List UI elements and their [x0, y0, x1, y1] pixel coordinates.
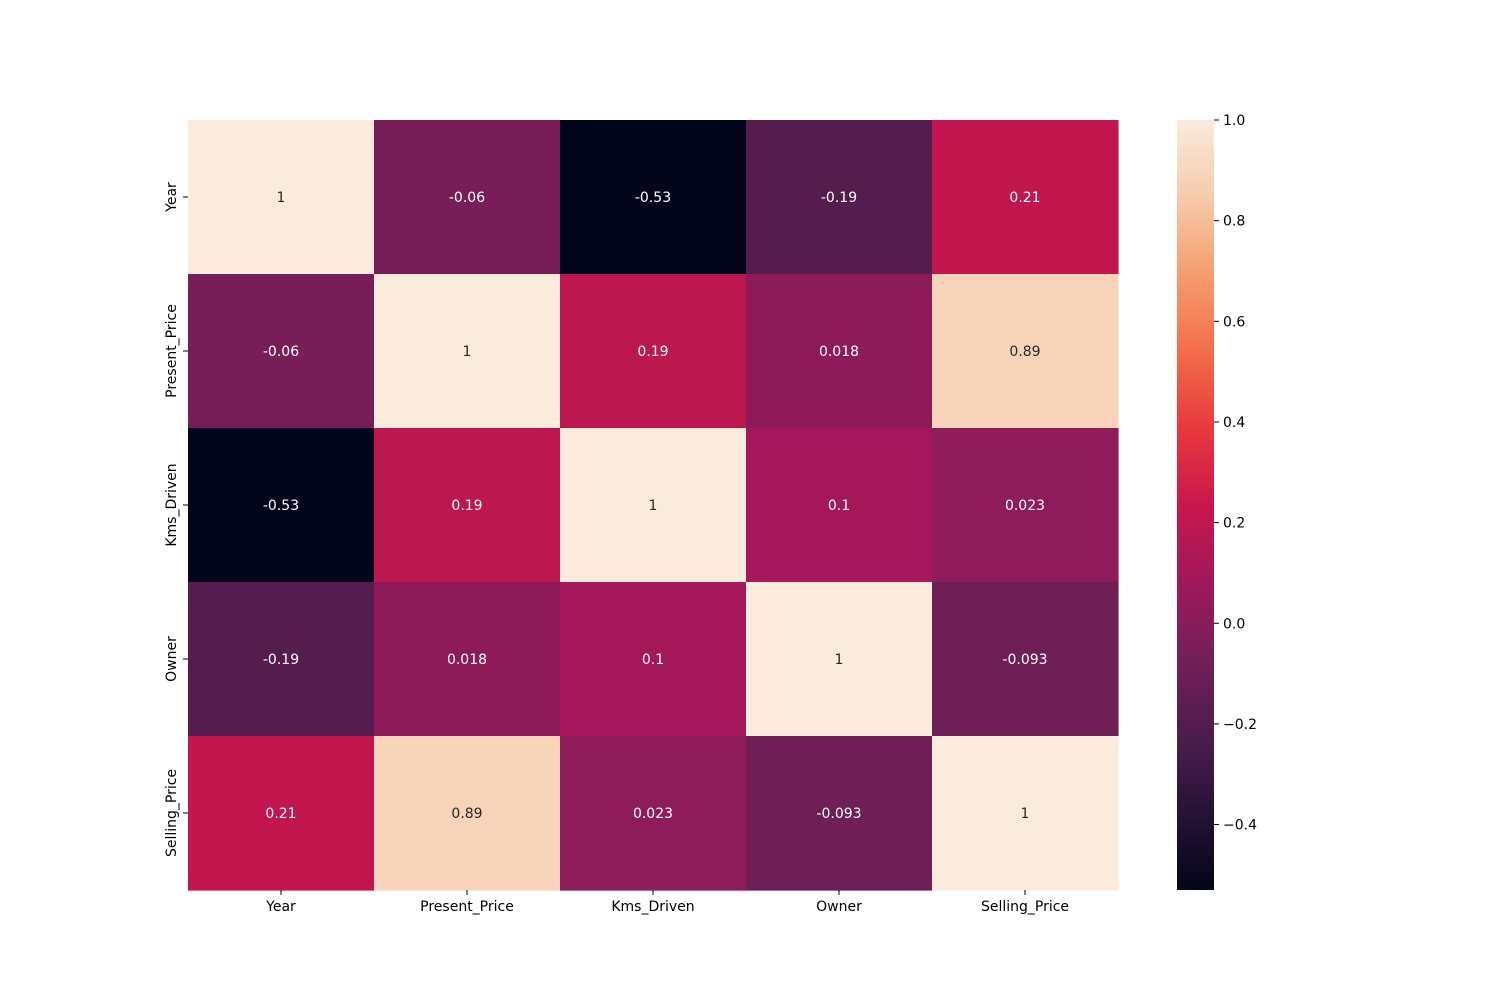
x-tick-label: Owner — [816, 899, 862, 915]
cell-annotation: 0.19 — [637, 344, 668, 360]
heatmap-cell — [374, 274, 561, 429]
cell-annotation: 1 — [649, 498, 658, 514]
cell-annotation: -0.19 — [821, 190, 857, 206]
heatmap-cell — [374, 582, 561, 737]
cell-annotation: -0.06 — [263, 344, 299, 360]
heatmap-cell — [560, 274, 747, 429]
y-tick-label: Kms_Driven — [164, 463, 180, 546]
heatmap-cell — [560, 428, 747, 583]
colorbar-tick-label: 1.0 — [1223, 113, 1245, 129]
colorbar-tick-label: 0.4 — [1223, 415, 1245, 431]
heatmap-cell — [746, 582, 933, 737]
heatmap-cell — [746, 428, 933, 583]
heatmap-cell — [746, 274, 933, 429]
heatmap-cell — [374, 736, 561, 891]
heatmap-cell — [188, 736, 375, 891]
cell-annotation: 0.1 — [642, 652, 664, 668]
y-axis-ticks: Year Present_Price Kms_Driven Owner Selling_… — [164, 182, 188, 857]
y-tick-label: Owner — [164, 636, 180, 682]
heatmap-cell — [932, 736, 1119, 891]
cell-annotation: -0.53 — [635, 190, 671, 206]
colorbar-tick-label: −0.4 — [1223, 818, 1257, 834]
cell-annotation: 1 — [835, 652, 844, 668]
colorbar: 1.0 0.8 0.6 0.4 0.2 0.0 −0.2 −0.4 — [1177, 113, 1257, 890]
cell-annotation: 0.21 — [265, 806, 296, 822]
colorbar-tick-label: 0.8 — [1223, 214, 1245, 230]
heatmap-cell — [374, 120, 561, 275]
cell-annotation: -0.093 — [816, 806, 861, 822]
heatmap-cell — [932, 120, 1119, 275]
x-axis-ticks: Year Present_Price Kms_Driven Owner Selling_… — [265, 890, 1069, 915]
cell-annotation: -0.53 — [263, 498, 299, 514]
colorbar-tick-label: 0.0 — [1223, 616, 1245, 632]
cell-annotation: 1 — [463, 344, 472, 360]
heatmap-cell — [188, 120, 375, 275]
y-tick-label: Present_Price — [164, 304, 180, 398]
y-tick-label: Year — [164, 182, 180, 213]
cell-annotation: 0.89 — [451, 806, 482, 822]
x-tick-label: Year — [265, 899, 296, 915]
heatmap-cell — [560, 736, 747, 891]
heatmap-cell — [746, 736, 933, 891]
cell-annotation: 0.023 — [633, 806, 673, 822]
cell-annotation: 0.018 — [819, 344, 859, 360]
heatmap-cell — [374, 428, 561, 583]
cell-annotation: 0.1 — [828, 498, 850, 514]
cell-annotation: -0.19 — [263, 652, 299, 668]
cell-annotation: 0.023 — [1005, 498, 1045, 514]
colorbar-tick-label: −0.2 — [1223, 717, 1257, 733]
heatmap-cell — [932, 428, 1119, 583]
heatmap-cell — [188, 274, 375, 429]
heatmap-cell — [188, 428, 375, 583]
cell-annotation: 1 — [277, 190, 286, 206]
colorbar-tick-label: 0.6 — [1223, 314, 1245, 330]
cell-annotation: -0.093 — [1002, 652, 1047, 668]
x-tick-label: Kms_Driven — [611, 899, 694, 915]
cell-annotation: 0.19 — [451, 498, 482, 514]
x-tick-label: Selling_Price — [981, 899, 1069, 915]
heatmap-cell — [932, 274, 1119, 429]
y-tick-label: Selling_Price — [164, 769, 180, 857]
cell-annotation: 0.21 — [1009, 190, 1040, 206]
cell-annotation: 1 — [1021, 806, 1030, 822]
heatmap-cells — [188, 120, 1119, 891]
heatmap-cell — [188, 582, 375, 737]
cell-annotation: 0.018 — [447, 652, 487, 668]
colorbar-gradient — [1177, 120, 1214, 890]
x-tick-label: Present_Price — [420, 899, 514, 915]
heatmap-cell — [560, 120, 747, 275]
heatmap-cell — [560, 582, 747, 737]
cell-annotation: 0.89 — [1009, 344, 1040, 360]
heatmap-cell — [932, 582, 1119, 737]
cell-annotation: -0.06 — [449, 190, 485, 206]
cell-annotations: 1 -0.06 -0.53 -0.19 0.21 -0.06 1 0.19 0.018 0.89 -… — [263, 190, 1048, 822]
colorbar-tick-label: 0.2 — [1223, 516, 1245, 532]
heatmap-cell — [746, 120, 933, 275]
